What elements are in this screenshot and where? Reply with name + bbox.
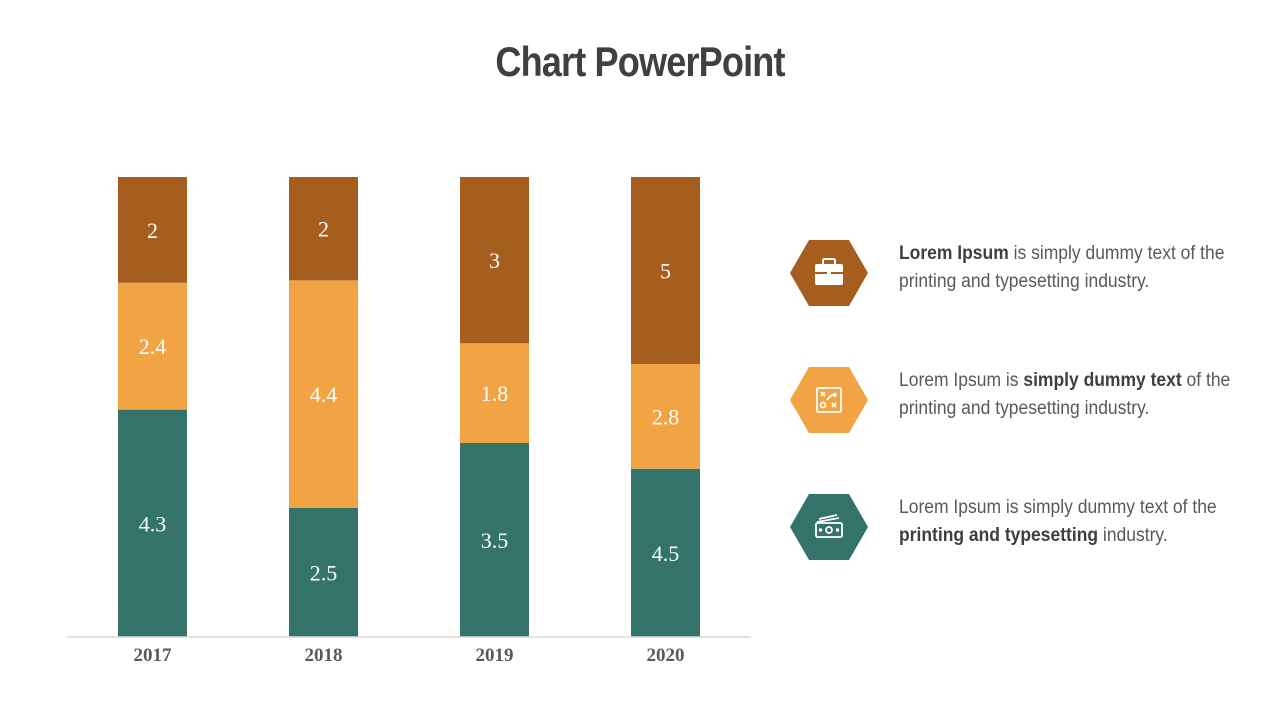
data-label-2020-segment-3: 5 <box>660 259 671 284</box>
bar-2020-segment-1 <box>631 468 700 637</box>
slide-title: Chart PowerPoint <box>495 38 785 85</box>
data-label-2017-segment-2: 2.4 <box>139 334 167 359</box>
data-label-2020-segment-1: 4.5 <box>652 541 680 566</box>
x-tick-label-2019: 2019 <box>476 645 514 666</box>
stacked-bar-chart: 4.3 2.4 2 2017 2.5 4.4 2 2018 3.5 1.8 3 2019 4.5 2.8 5… <box>67 177 751 666</box>
bar-2018-segment-1 <box>289 507 358 637</box>
bar-2019-segment-3 <box>460 177 529 344</box>
info-item-money: Lorem Ipsum is simply dummy text of the … <box>790 494 1260 564</box>
info-item-briefcase: Lorem Ipsum is simply dummy text of the … <box>790 240 1260 310</box>
data-label-2019-segment-2: 1.8 <box>481 381 509 406</box>
bar-2017-segment-1 <box>118 409 187 637</box>
data-label-2018-segment-3: 2 <box>318 217 329 242</box>
strategy-board-icon <box>790 367 868 433</box>
x-tick-label-2018: 2018 <box>305 645 343 666</box>
info-item-strategy: Lorem Ipsum is simply dummy text of the … <box>790 367 1260 437</box>
bar-2018-segment-2 <box>289 280 358 508</box>
data-label-2018-segment-2: 4.4 <box>310 382 338 407</box>
info-text-1: Lorem Ipsum is simply dummy text of the … <box>899 243 1225 292</box>
x-tick-label-2017: 2017 <box>134 645 173 666</box>
data-label-2017-segment-1: 4.3 <box>139 511 167 536</box>
x-tick-label-2020: 2020 <box>647 645 685 666</box>
data-label-2019-segment-1: 3.5 <box>481 528 509 553</box>
data-label-2020-segment-2: 2.8 <box>652 404 680 429</box>
data-label-2019-segment-3: 3 <box>489 248 500 273</box>
money-icon <box>790 494 868 560</box>
bar-2019-segment-2 <box>460 343 529 444</box>
info-text-2: Lorem Ipsum is simply dummy text of the … <box>899 370 1231 419</box>
bar-2017-segment-2 <box>118 282 187 410</box>
info-text-3: Lorem Ipsum is simply dummy text of the … <box>899 497 1217 546</box>
bar-2020-segment-3 <box>631 177 700 364</box>
bar-2020-segment-2 <box>631 363 700 469</box>
bar-2018-segment-3 <box>289 177 358 281</box>
data-label-2018-segment-1: 2.5 <box>310 560 338 585</box>
briefcase-icon <box>790 240 868 306</box>
bar-2019-segment-1 <box>460 443 529 637</box>
bar-2017-segment-3 <box>118 177 187 283</box>
data-label-2017-segment-3: 2 <box>147 218 158 243</box>
